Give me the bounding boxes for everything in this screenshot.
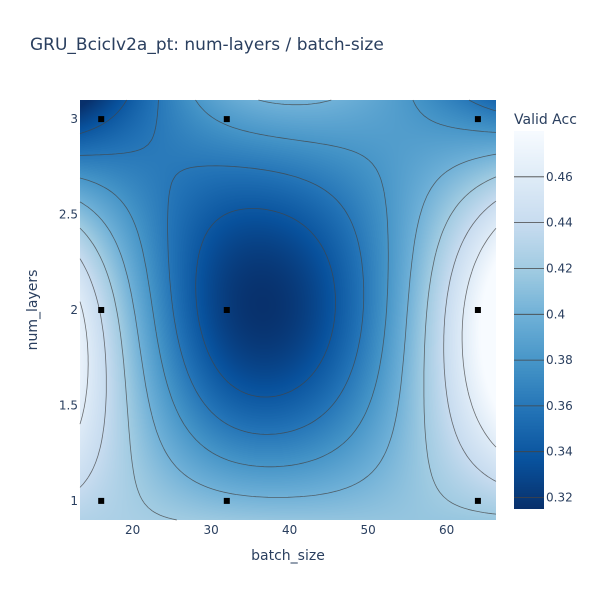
sample-point — [474, 116, 481, 123]
y-tick-label: 2 — [70, 303, 78, 317]
x-tick-label: 40 — [282, 523, 297, 537]
sample-points — [98, 116, 481, 504]
sample-point — [474, 307, 481, 313]
colorbar: Valid Acc 0.32 0.34 0.36 0.38 0.4 0.42 0.44 0.4… — [514, 112, 577, 509]
contour-line — [79, 99, 497, 498]
y-tick-label: 2.5 — [59, 208, 78, 222]
x-tick-label: 30 — [203, 523, 218, 537]
y-axis-title: num_layers — [25, 270, 41, 351]
y-axis-ticks: 1 1.5 2 2.5 3 — [59, 112, 78, 508]
colorbar-tick-label: 0.4 — [546, 307, 565, 321]
colorbar-tick-label: 0.42 — [546, 262, 573, 276]
colorbar-tick-label: 0.34 — [546, 445, 573, 459]
sample-point — [223, 116, 230, 123]
sample-point — [223, 497, 230, 504]
y-tick-label: 3 — [70, 112, 78, 126]
sample-point — [474, 497, 481, 504]
colorbar-ticks: 0.32 0.34 0.36 0.38 0.4 0.42 0.44 0.46 — [514, 170, 573, 505]
sample-point — [98, 116, 105, 123]
contour-line — [79, 200, 497, 488]
sample-point — [98, 307, 105, 313]
y-tick-label: 1.5 — [59, 399, 78, 413]
contour-line — [79, 99, 497, 468]
colorbar-title: Valid Acc — [514, 112, 577, 128]
contour-line — [79, 99, 497, 435]
colorbar-tick-label: 0.44 — [546, 216, 573, 230]
sample-point — [223, 307, 230, 313]
x-tick-label: 60 — [439, 523, 454, 537]
y-tick-label: 1 — [70, 494, 78, 508]
colorbar-tick-label: 0.32 — [546, 491, 573, 505]
contour-line — [79, 99, 336, 398]
colorbar-tick-label: 0.38 — [546, 353, 573, 367]
chart-title: GRU_BcicIv2a_pt: num-layers / batch-size — [30, 35, 384, 55]
contour-line — [79, 176, 497, 521]
colorbar-tick-label: 0.46 — [546, 170, 573, 184]
x-tick-label: 50 — [360, 523, 375, 537]
x-axis-title: batch_size — [251, 548, 325, 564]
plot-area[interactable] — [79, 99, 497, 521]
x-tick-label: 20 — [125, 523, 140, 537]
colorbar-tick-label: 0.36 — [546, 399, 573, 413]
sample-point — [98, 497, 105, 504]
contour-line — [79, 227, 497, 448]
x-axis-ticks: 20 30 40 50 60 — [125, 523, 454, 537]
contour-lines — [79, 99, 497, 521]
colorbar-gradient — [514, 131, 544, 509]
heatmap-surface — [80, 100, 496, 520]
